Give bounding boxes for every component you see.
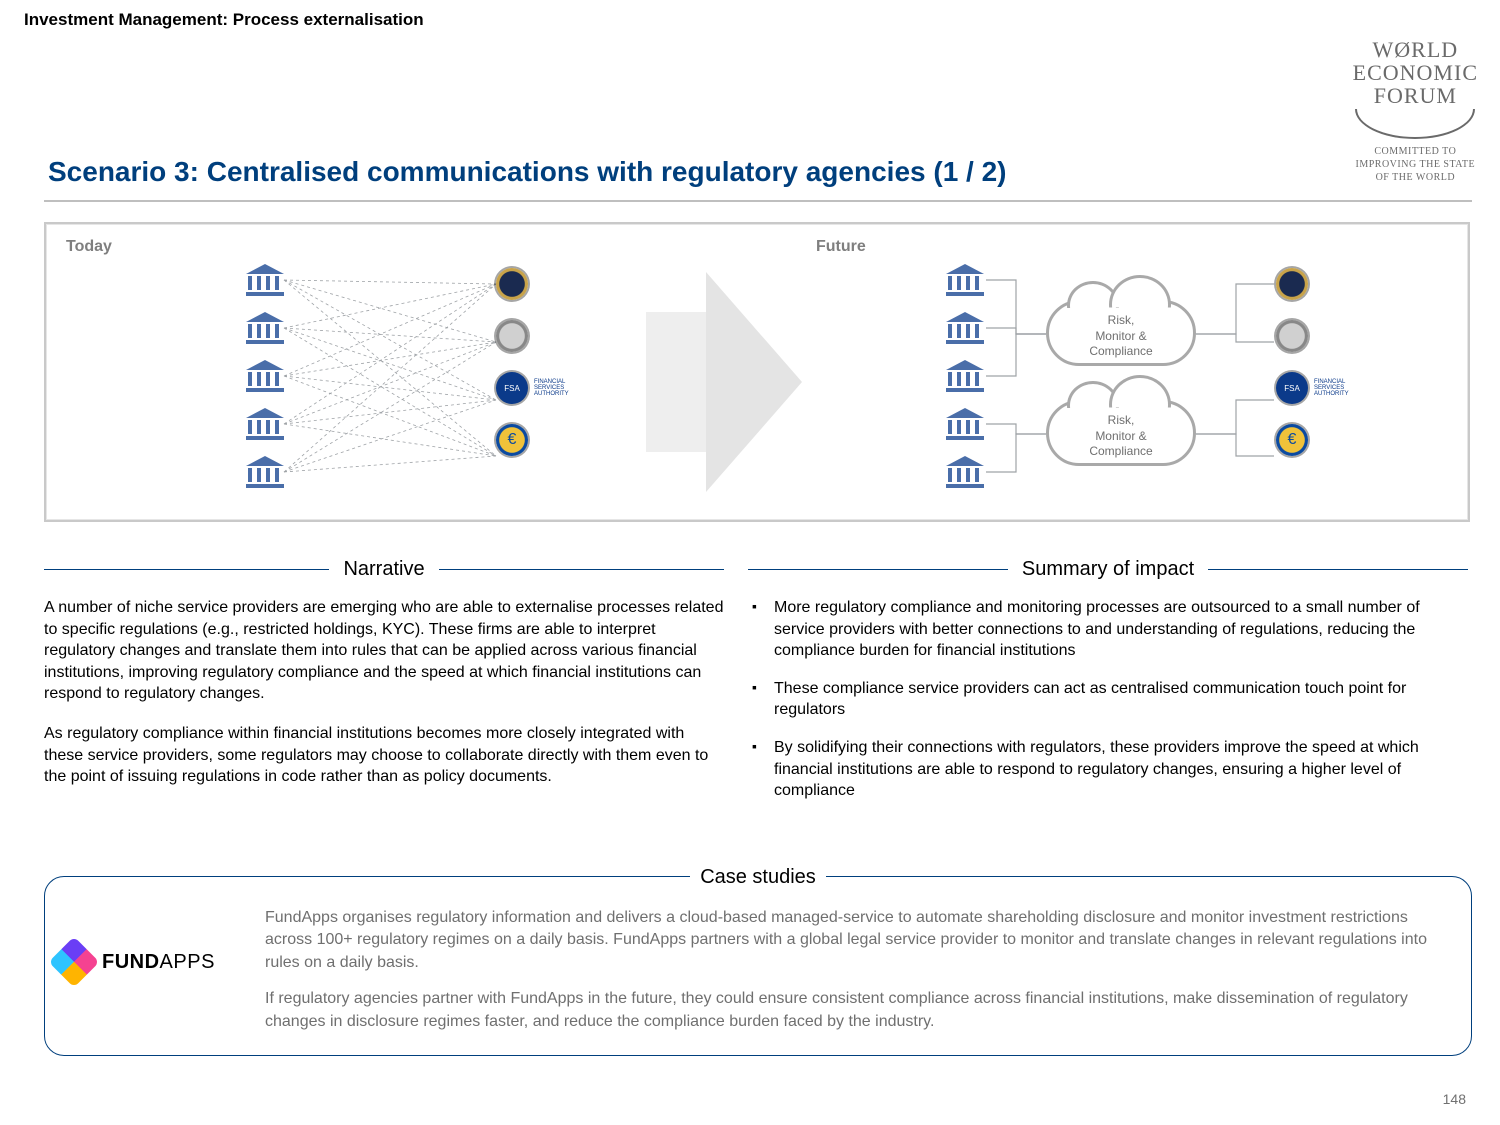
- fundapps-diamond-icon: [49, 937, 100, 988]
- bank-icon: [946, 408, 984, 440]
- regulator-seal-icon: [1276, 320, 1308, 352]
- fundapps-light: APPS: [160, 951, 215, 973]
- impact-item: These compliance service providers can a…: [748, 678, 1468, 721]
- narrative-p1: A number of niche service providers are …: [44, 597, 724, 705]
- rule: [439, 569, 724, 570]
- narrative-title: Narrative: [343, 558, 424, 581]
- cloud-service-1: Risk,Monitor &Compliance: [1046, 300, 1196, 366]
- wef-line3: FORUM: [1353, 84, 1478, 107]
- wef-tagline2: IMPROVING THE STATE: [1353, 158, 1478, 171]
- regulator-fsa-icon: FSA: [496, 372, 528, 404]
- rule: [748, 569, 1008, 570]
- section-header: Investment Management: Process externali…: [24, 10, 424, 30]
- narrative-section: Narrative A number of niche service prov…: [44, 558, 724, 806]
- heading-rule: [44, 200, 1472, 202]
- future-label: Future: [816, 238, 866, 256]
- wef-tagline1: COMMITTED TO: [1353, 145, 1478, 158]
- regulator-seal-icon: [496, 268, 528, 300]
- case-p1: FundApps organises regulatory informatio…: [265, 907, 1447, 974]
- fsa-label: FINANCIALSERVICESAUTHORITY: [534, 379, 569, 397]
- impact-title: Summary of impact: [1022, 558, 1194, 581]
- fundapps-logo: FUNDAPPS: [56, 944, 215, 980]
- bank-icon: [946, 312, 984, 344]
- diagram-box: Today Future: [44, 222, 1470, 522]
- wef-line1: WØRLD: [1353, 38, 1478, 61]
- regulator-seal-icon: [496, 320, 528, 352]
- fundapps-bold: FUND: [102, 951, 160, 973]
- future-banks-column: [946, 264, 984, 504]
- case-title: Case studies: [690, 863, 826, 891]
- future-regulators-column: FSA €: [1276, 268, 1308, 476]
- page-number: 148: [1443, 1091, 1466, 1107]
- bank-icon: [246, 456, 284, 488]
- impact-item: By solidifying their connections with re…: [748, 737, 1468, 802]
- fsa-label: FINANCIALSERVICESAUTHORITY: [1314, 379, 1349, 397]
- narrative-p2: As regulatory compliance within financia…: [44, 723, 724, 788]
- rule: [1208, 569, 1468, 570]
- scenario-heading: Scenario 3: Centralised communications w…: [48, 156, 1007, 188]
- wef-logo: WØRLD ECONOMIC FORUM COMMITTED TO IMPROV…: [1353, 38, 1478, 184]
- impact-item: More regulatory compliance and monitorin…: [748, 597, 1468, 662]
- bank-icon: [946, 264, 984, 296]
- bank-icon: [246, 312, 284, 344]
- impact-section: Summary of impact More regulatory compli…: [748, 558, 1468, 818]
- regulator-seal-icon: [1276, 268, 1308, 300]
- case-p2: If regulatory agencies partner with Fund…: [265, 988, 1447, 1033]
- today-regulators-column: FSA €: [496, 268, 528, 476]
- wef-tagline3: OF THE WORLD: [1353, 171, 1478, 184]
- impact-list: More regulatory compliance and monitorin…: [748, 597, 1468, 802]
- transition-arrow-icon: [706, 272, 802, 492]
- wef-arc-icon: [1355, 109, 1475, 139]
- regulator-euro-icon: €: [1276, 424, 1308, 456]
- wef-line2: ECONOMIC: [1353, 61, 1478, 84]
- regulator-fsa-icon: FSA: [1276, 372, 1308, 404]
- case-studies-box: Case studies FundApps organises regulato…: [44, 876, 1472, 1056]
- bank-icon: [246, 360, 284, 392]
- bank-icon: [246, 264, 284, 296]
- regulator-euro-icon: €: [496, 424, 528, 456]
- today-label: Today: [66, 238, 112, 256]
- bank-icon: [946, 456, 984, 488]
- cloud-service-2: Risk,Monitor &Compliance: [1046, 400, 1196, 466]
- today-banks-column: [246, 264, 284, 504]
- bank-icon: [946, 360, 984, 392]
- bank-icon: [246, 408, 284, 440]
- fundapps-wordmark: FUNDAPPS: [102, 951, 215, 974]
- rule: [44, 569, 329, 570]
